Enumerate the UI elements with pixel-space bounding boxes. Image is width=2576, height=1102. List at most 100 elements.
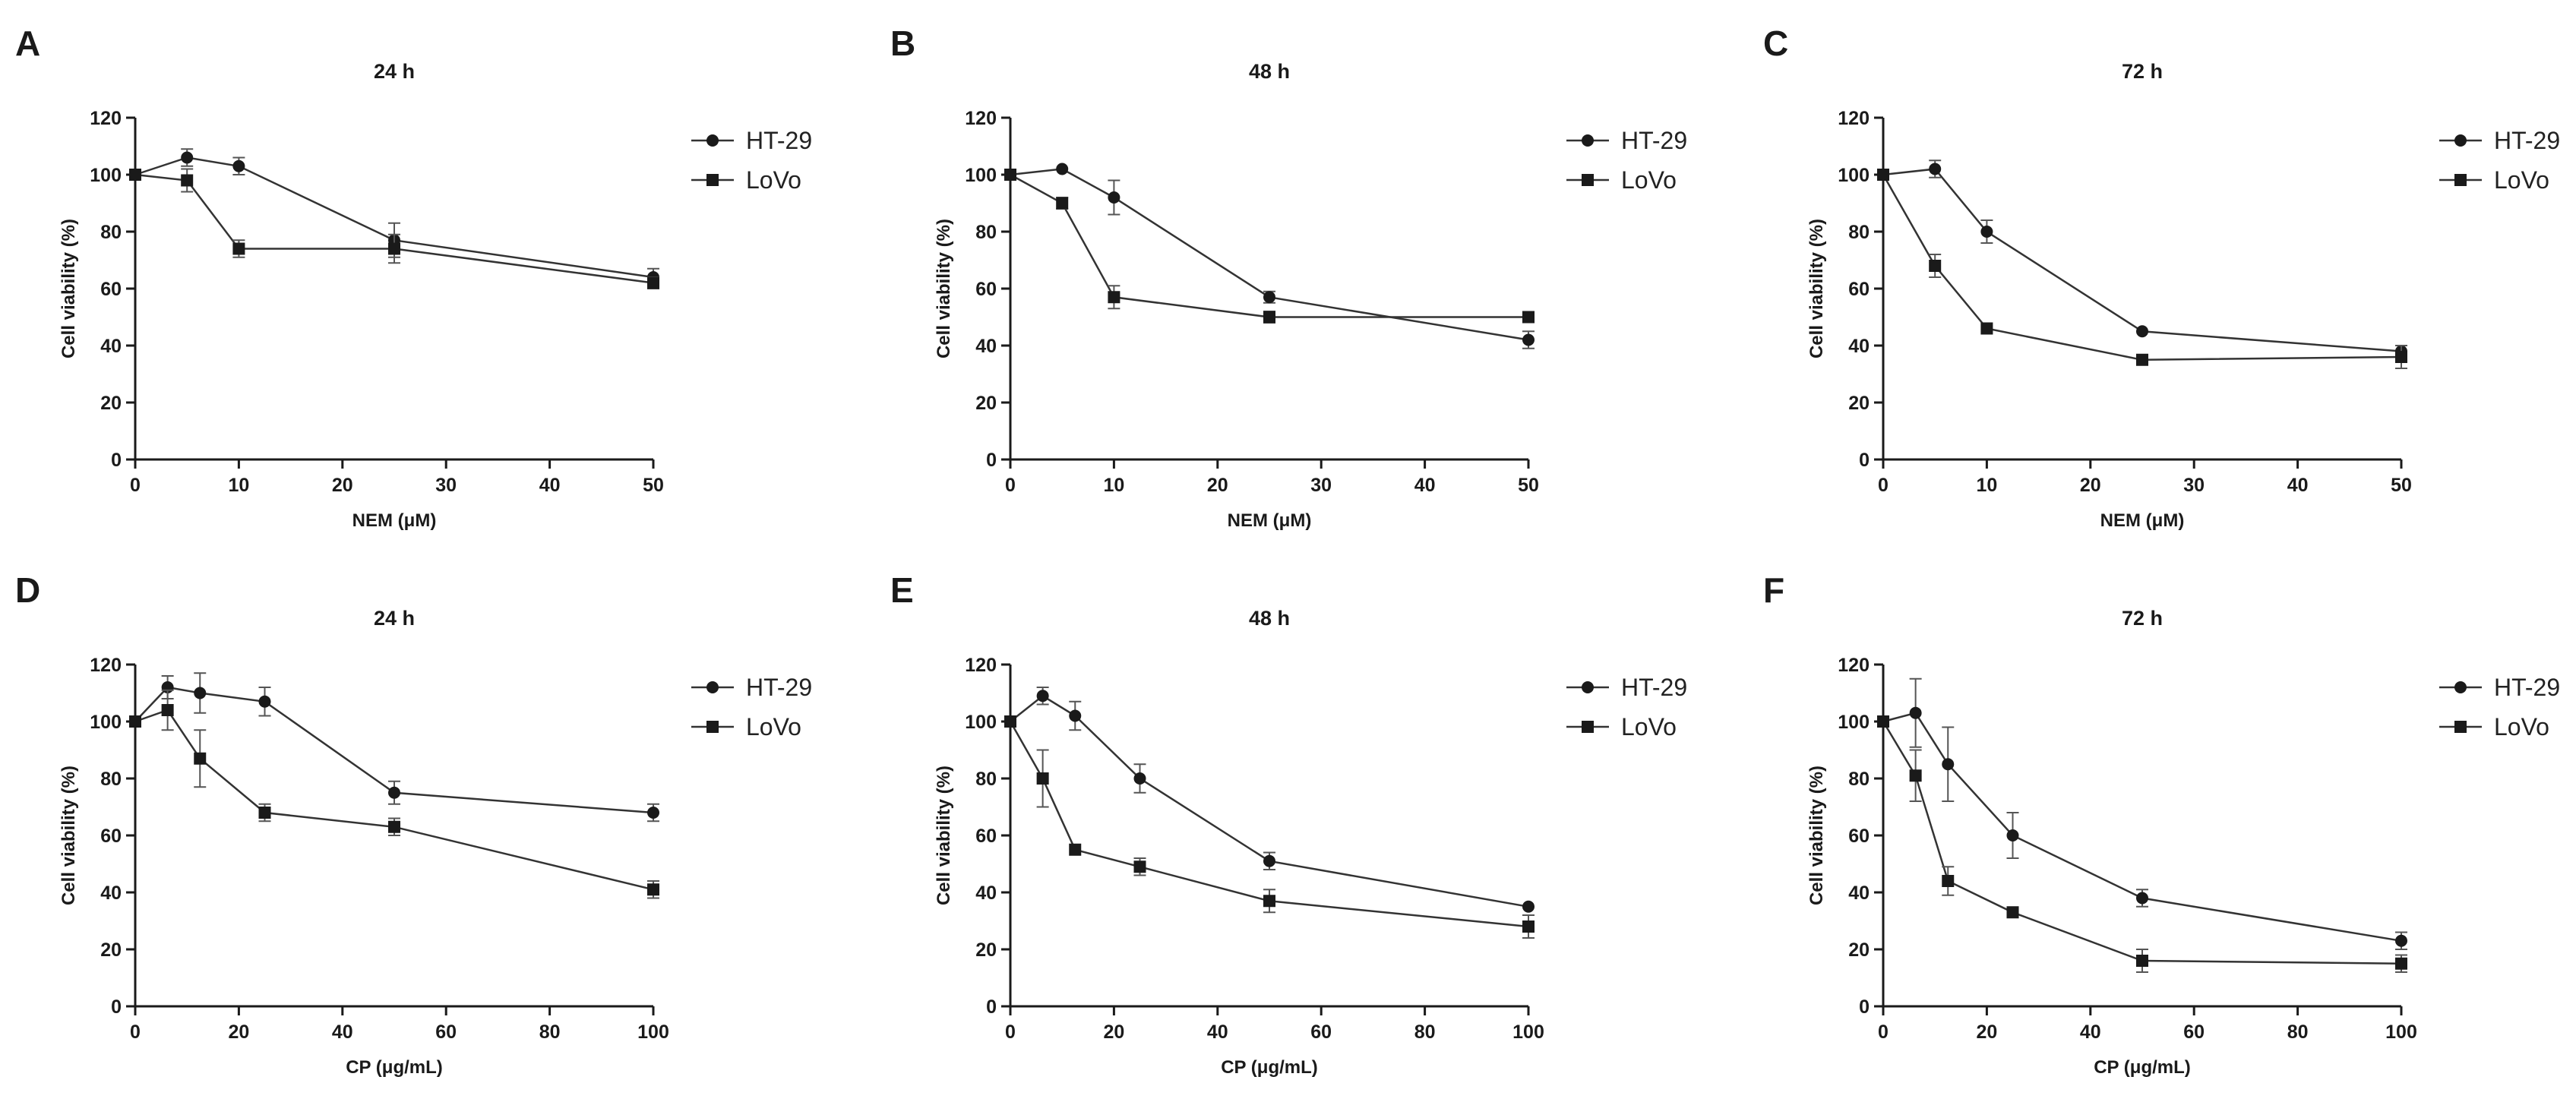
panel-letter: F <box>1763 570 1784 610</box>
legend-marker-square <box>1582 721 1594 733</box>
series-lovo <box>1877 715 2407 973</box>
panel-letter: A <box>15 24 40 63</box>
legend-marker-circle <box>2454 681 2467 693</box>
x-tick-label: 30 <box>1310 475 1332 496</box>
x-tick-label: 60 <box>435 1021 457 1043</box>
legend-item-lovo: LoVo <box>2439 713 2549 740</box>
data-point-circle <box>1069 709 1082 722</box>
x-tick-label: 0 <box>130 1021 141 1043</box>
data-point-circle <box>2395 934 2407 947</box>
legend-marker-circle <box>706 134 719 147</box>
legend-label: LoVo <box>2494 713 2549 740</box>
data-point-square <box>161 704 174 716</box>
data-point-square <box>258 807 271 819</box>
x-tick-label: 30 <box>2183 475 2205 496</box>
legend-label: HT-29 <box>2494 674 2560 701</box>
y-tick-label: 60 <box>975 826 997 847</box>
y-tick-label: 80 <box>100 222 122 243</box>
y-tick-label: 0 <box>1859 996 1870 1018</box>
y-tick-label: 100 <box>1838 712 1870 733</box>
y-tick-label: 80 <box>100 769 122 790</box>
data-point-circle <box>1263 854 1275 867</box>
x-tick-label: 50 <box>2391 475 2412 496</box>
panel-title: 48 h <box>1249 60 1290 83</box>
legend-marker-square <box>706 721 719 733</box>
legend-item-lovo: LoVo <box>1566 713 1677 740</box>
data-point-square <box>2006 906 2019 919</box>
data-point-square <box>1056 197 1069 210</box>
y-axis-label: Cell viability (%) <box>58 766 79 905</box>
series-lovo <box>129 689 659 899</box>
panel-letter: B <box>890 24 915 63</box>
y-tick-label: 120 <box>90 655 122 676</box>
panel-f: F 72 h 0 20 40 60 80 100 120 0 20 40 60 80 100 CP (μg/m… <box>1763 570 2560 1078</box>
x-tick-label: 80 <box>2287 1021 2309 1043</box>
data-point-square <box>1942 875 1955 887</box>
panel-title: 48 h <box>1249 607 1290 630</box>
y-tick-label: 120 <box>90 108 122 129</box>
data-point-square <box>1980 322 1993 335</box>
legend-marker-circle <box>1582 134 1594 147</box>
x-tick-label: 0 <box>1005 1021 1016 1043</box>
x-tick-label: 60 <box>1310 1021 1332 1043</box>
data-point-circle <box>1108 191 1120 204</box>
legend-marker-square <box>1582 174 1594 186</box>
y-tick-label: 0 <box>1859 450 1870 471</box>
legend-marker-square <box>2454 174 2467 186</box>
series-ht-29 <box>1877 677 2407 950</box>
data-point-circle <box>181 151 194 164</box>
x-tick-label: 10 <box>228 475 249 496</box>
panel-title: 24 h <box>374 607 415 630</box>
y-tick-label: 40 <box>975 336 997 357</box>
data-point-circle <box>1942 758 1955 771</box>
x-tick-label: 30 <box>435 475 457 496</box>
y-tick-label: 60 <box>1848 279 1870 300</box>
data-point-circle <box>1036 690 1049 703</box>
y-tick-label: 0 <box>111 450 122 471</box>
data-point-circle <box>1133 772 1146 785</box>
series-ht-29 <box>1004 687 1535 913</box>
x-tick-label: 40 <box>2080 1021 2101 1043</box>
data-point-circle <box>2136 325 2148 338</box>
legend-marker-circle <box>2454 134 2467 147</box>
data-point-square <box>129 169 141 181</box>
legend-item-ht-29: HT-29 <box>691 127 812 154</box>
data-point-square <box>1004 169 1016 181</box>
legend-label: HT-29 <box>2494 127 2560 154</box>
data-point-square <box>1263 895 1275 908</box>
data-point-square <box>1263 311 1275 324</box>
data-point-circle <box>232 159 245 172</box>
y-tick-label: 40 <box>1848 883 1870 904</box>
series-lovo <box>129 168 659 289</box>
data-point-circle <box>1056 163 1069 175</box>
legend-label: HT-29 <box>746 674 812 701</box>
x-tick-label: 20 <box>228 1021 249 1043</box>
x-tick-label: 20 <box>1976 1021 1997 1043</box>
legend-item-ht-29: HT-29 <box>691 674 812 701</box>
y-axis-label: Cell viability (%) <box>1806 219 1827 358</box>
y-axis-label: Cell viability (%) <box>1806 766 1827 905</box>
y-tick-label: 20 <box>975 393 997 414</box>
legend-item-ht-29: HT-29 <box>1566 674 1687 701</box>
y-axis-label: Cell viability (%) <box>934 766 954 905</box>
data-point-square <box>1004 715 1016 728</box>
x-tick-label: 0 <box>1878 475 1889 496</box>
y-tick-label: 40 <box>1848 336 1870 357</box>
data-point-circle <box>2006 829 2019 841</box>
data-point-circle <box>1522 333 1535 346</box>
data-point-square <box>129 715 141 728</box>
x-tick-label: 0 <box>130 475 141 496</box>
y-tick-label: 40 <box>975 883 997 904</box>
data-point-square <box>2395 957 2407 970</box>
series-line <box>1009 721 1529 928</box>
series-lovo <box>1004 715 1535 939</box>
x-tick-label: 10 <box>1103 475 1124 496</box>
panel-letter: C <box>1763 24 1788 63</box>
legend-item-ht-29: HT-29 <box>1566 127 1687 154</box>
y-tick-label: 60 <box>100 279 122 300</box>
legend-marker-square <box>706 174 719 186</box>
series-lovo <box>1877 169 2407 369</box>
panel-letter: E <box>890 570 914 610</box>
x-axis-label: CP (μg/mL) <box>2094 1057 2191 1078</box>
